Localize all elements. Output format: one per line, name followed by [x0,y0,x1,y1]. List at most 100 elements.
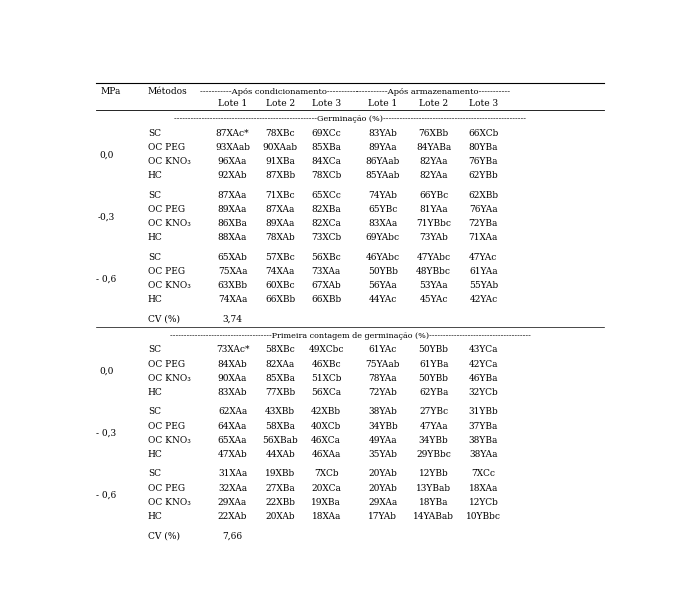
Text: 0,0: 0,0 [99,366,114,376]
Text: 74YAb: 74YAb [368,191,398,200]
Text: SC: SC [148,191,161,200]
Text: 73XCb: 73XCb [311,234,342,243]
Text: 29XAa: 29XAa [218,498,247,507]
Text: OC PEG: OC PEG [148,143,185,152]
Text: HC: HC [148,388,163,397]
Text: 32YCb: 32YCb [469,388,499,397]
Text: 76YBa: 76YBa [469,157,498,167]
Text: 58XBa: 58XBa [265,422,295,431]
Text: CV (%): CV (%) [148,531,180,540]
Text: 46YAbc: 46YAbc [366,253,400,262]
Text: 74XAa: 74XAa [218,295,247,304]
Text: 14YABab: 14YABab [413,512,454,521]
Text: OC PEG: OC PEG [148,267,185,276]
Text: 22XAb: 22XAb [218,512,247,521]
Text: 60XBc: 60XBc [266,281,295,291]
Text: -----------Após condicionamento-----------: -----------Após condicionamento---------… [200,88,359,96]
Text: Lote 2: Lote 2 [419,99,448,109]
Text: OC PEG: OC PEG [148,359,185,369]
Text: OC KNO₃: OC KNO₃ [148,157,191,167]
Text: 75XAa: 75XAa [218,267,247,276]
Text: OC KNO₃: OC KNO₃ [148,281,191,291]
Text: HC: HC [148,234,163,243]
Text: 48YBbc: 48YBbc [416,267,451,276]
Text: 42YCa: 42YCa [469,359,498,369]
Text: 76YAa: 76YAa [469,205,498,214]
Text: OC PEG: OC PEG [148,205,185,214]
Text: 62XAa: 62XAa [218,407,247,416]
Text: 50YBb: 50YBb [368,267,398,276]
Text: 46XCa: 46XCa [311,436,342,445]
Text: 96XAa: 96XAa [218,157,247,167]
Text: 71XAa: 71XAa [469,234,498,243]
Text: 38YAa: 38YAa [469,450,498,459]
Text: 62XBb: 62XBb [469,191,499,200]
Text: 72YBa: 72YBa [469,219,498,228]
Text: MPa: MPa [100,87,121,96]
Text: 73XAc*: 73XAc* [216,346,249,355]
Text: 62YBb: 62YBb [469,171,499,180]
Text: 10YBbc: 10YBbc [466,512,501,521]
Text: 73YAb: 73YAb [419,234,448,243]
Text: 83XAa: 83XAa [368,219,398,228]
Text: 78XCb: 78XCb [311,171,342,180]
Text: 69YAbc: 69YAbc [366,234,400,243]
Text: SC: SC [148,470,161,479]
Text: 61YAa: 61YAa [469,267,498,276]
Text: 46XBc: 46XBc [311,359,341,369]
Text: 22XBb: 22XBb [265,498,295,507]
Text: -0,3: -0,3 [98,212,115,221]
Text: 63XBb: 63XBb [217,281,248,291]
Text: 47YAbc: 47YAbc [417,253,451,262]
Text: 34YBb: 34YBb [419,436,449,445]
Text: 82XBa: 82XBa [311,205,341,214]
Text: 86YAab: 86YAab [365,157,400,167]
Text: 78YAa: 78YAa [369,374,398,382]
Text: 84YABa: 84YABa [416,143,451,152]
Text: SC: SC [148,253,161,262]
Text: 20YAb: 20YAb [368,484,398,493]
Text: ----------------------------------------------------Germinação (%)--------------: ----------------------------------------… [174,116,526,123]
Text: Lote 2: Lote 2 [266,99,295,109]
Text: HC: HC [148,512,163,521]
Text: 43XBb: 43XBb [265,407,295,416]
Text: 19XBa: 19XBa [311,498,341,507]
Text: 40XCb: 40XCb [311,422,342,431]
Text: 7XCb: 7XCb [314,470,339,479]
Text: 83XAb: 83XAb [218,388,247,397]
Text: 20XAb: 20XAb [266,512,295,521]
Text: 46XAa: 46XAa [311,450,341,459]
Text: 76XBb: 76XBb [419,129,449,138]
Text: 18YBa: 18YBa [419,498,449,507]
Text: 51XCb: 51XCb [311,374,342,382]
Text: 93XAab: 93XAab [215,143,250,152]
Text: 18XAa: 18XAa [311,512,341,521]
Text: 29XAa: 29XAa [368,498,398,507]
Text: 84XAb: 84XAb [218,359,247,369]
Text: 71YBbc: 71YBbc [416,219,451,228]
Text: 87XAa: 87XAa [266,205,295,214]
Text: OC PEG: OC PEG [148,484,185,493]
Text: 46YBa: 46YBa [469,374,498,382]
Text: Lote 1: Lote 1 [218,99,247,109]
Text: 50YBb: 50YBb [419,346,449,355]
Text: Lote 3: Lote 3 [311,99,341,109]
Text: 31YBb: 31YBb [469,407,499,416]
Text: 38YBa: 38YBa [469,436,498,445]
Text: 56XBab: 56XBab [262,436,298,445]
Text: 66YBc: 66YBc [419,191,448,200]
Text: 85XBa: 85XBa [265,374,295,382]
Text: 80YBa: 80YBa [469,143,498,152]
Text: 57XBc: 57XBc [265,253,295,262]
Text: 12YBb: 12YBb [419,470,449,479]
Text: 65XAa: 65XAa [218,436,247,445]
Text: 45YAc: 45YAc [419,295,448,304]
Text: CV (%): CV (%) [148,315,180,324]
Text: 34YBb: 34YBb [368,422,398,431]
Text: 84XCa: 84XCa [311,157,342,167]
Text: 50YBb: 50YBb [419,374,449,382]
Text: 18XAa: 18XAa [469,484,498,493]
Text: 12YCb: 12YCb [469,498,499,507]
Text: -----------Após armazenamento-----------: -----------Após armazenamento----------- [356,88,510,96]
Text: HC: HC [148,171,163,180]
